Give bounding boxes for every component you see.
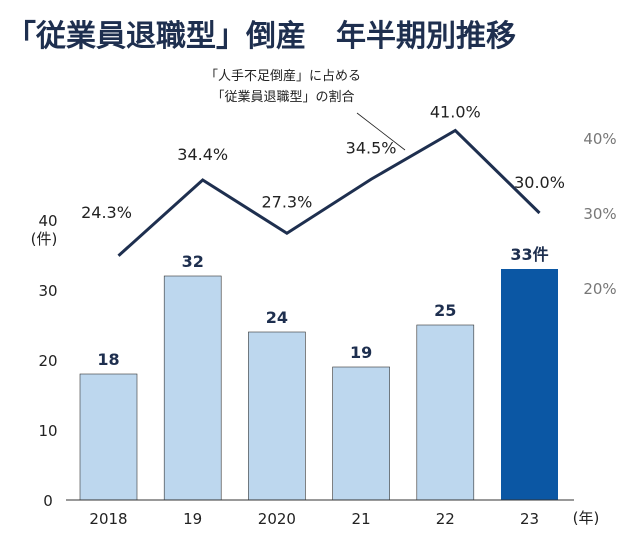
- x-tick-label: 21: [352, 510, 371, 528]
- line-value-label: 24.3%: [81, 203, 132, 222]
- x-tick-label: 2020: [258, 510, 296, 528]
- bar: [163, 275, 222, 501]
- bar-value-label: 32: [182, 252, 204, 271]
- left-axis-unit: (件): [31, 230, 58, 248]
- bar: [332, 366, 390, 501]
- annotation-leader-line: [356, 112, 406, 151]
- ratio-line: [117, 128, 541, 257]
- left-tick-label: 40: [38, 212, 57, 230]
- x-tick-label: 23: [520, 510, 539, 528]
- line-value-label: 34.5%: [346, 138, 397, 157]
- chart-title: 「従業員退職型」倒産 年半期別推移: [6, 19, 516, 54]
- right-tick-label: 40%: [583, 130, 616, 148]
- x-tick-label: 22: [436, 510, 455, 528]
- right-tick-label: 20%: [583, 280, 616, 298]
- bar-value-label: 18: [97, 350, 119, 369]
- left-tick-label: 10: [38, 422, 57, 440]
- x-tick-label: 19: [183, 510, 202, 528]
- bar: [79, 373, 138, 501]
- bar-value-label: 19: [350, 343, 372, 362]
- bar-value-label: 25: [434, 301, 456, 320]
- line-value-label: 41.0%: [430, 103, 481, 122]
- bar-value-label: 33件: [510, 245, 548, 264]
- right-tick-label: 30%: [583, 205, 616, 223]
- bar: [501, 269, 558, 500]
- x-axis-unit: (年): [573, 509, 600, 527]
- line-value-label: 27.3%: [261, 192, 312, 211]
- line-value-label: 34.4%: [177, 145, 228, 164]
- line-value-label: 30.0%: [514, 173, 565, 192]
- left-tick-label: 20: [38, 352, 57, 370]
- left-tick-label: 0: [43, 492, 53, 510]
- bar-value-label: 24: [266, 308, 288, 327]
- left-tick-label: 30: [38, 282, 57, 300]
- bar: [248, 331, 306, 501]
- annotation-line-2: 「従業員退職型」の割合: [211, 89, 354, 105]
- x-tick-label: 2018: [89, 510, 127, 528]
- bar: [416, 324, 475, 501]
- annotation-line-1: 「人手不足倒産」に占める: [205, 68, 361, 84]
